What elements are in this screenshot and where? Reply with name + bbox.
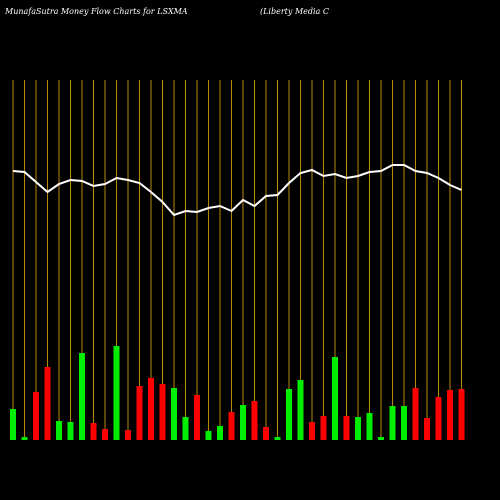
bar bbox=[217, 426, 223, 440]
bar bbox=[320, 416, 327, 440]
bar bbox=[194, 395, 200, 440]
bar bbox=[458, 389, 465, 440]
bar bbox=[136, 386, 143, 440]
bar bbox=[56, 421, 62, 440]
bar bbox=[205, 431, 212, 440]
bar bbox=[228, 412, 235, 440]
bar bbox=[274, 437, 281, 440]
bar bbox=[263, 427, 269, 440]
bar bbox=[171, 388, 177, 440]
bar bbox=[44, 367, 51, 440]
bar bbox=[125, 430, 131, 440]
bar bbox=[343, 416, 350, 440]
bar bbox=[240, 405, 246, 440]
bar bbox=[159, 384, 166, 440]
bar bbox=[251, 401, 258, 440]
bar bbox=[67, 422, 74, 440]
bar bbox=[447, 390, 453, 440]
bar bbox=[355, 417, 361, 440]
bar bbox=[424, 418, 430, 440]
bar bbox=[33, 392, 39, 440]
bar bbox=[309, 422, 315, 440]
bar bbox=[332, 357, 338, 440]
bar bbox=[10, 409, 16, 440]
bar bbox=[21, 437, 28, 440]
bar bbox=[435, 397, 442, 440]
bar bbox=[297, 380, 304, 440]
bar bbox=[148, 378, 154, 440]
chart-subtitle: (Liberty Media C bbox=[260, 7, 329, 16]
chart-title: MunafaSutra Money Flow Charts for LSXMA bbox=[4, 7, 188, 16]
bar bbox=[389, 406, 396, 440]
bar bbox=[366, 413, 373, 440]
line bbox=[12, 164, 462, 217]
bar bbox=[79, 353, 85, 440]
bar bbox=[182, 417, 189, 440]
bar bbox=[113, 346, 120, 440]
bar bbox=[102, 429, 108, 440]
bar bbox=[412, 388, 419, 440]
bar bbox=[286, 389, 292, 440]
bar bbox=[378, 437, 384, 440]
bar bbox=[401, 406, 407, 440]
bar bbox=[90, 423, 97, 440]
